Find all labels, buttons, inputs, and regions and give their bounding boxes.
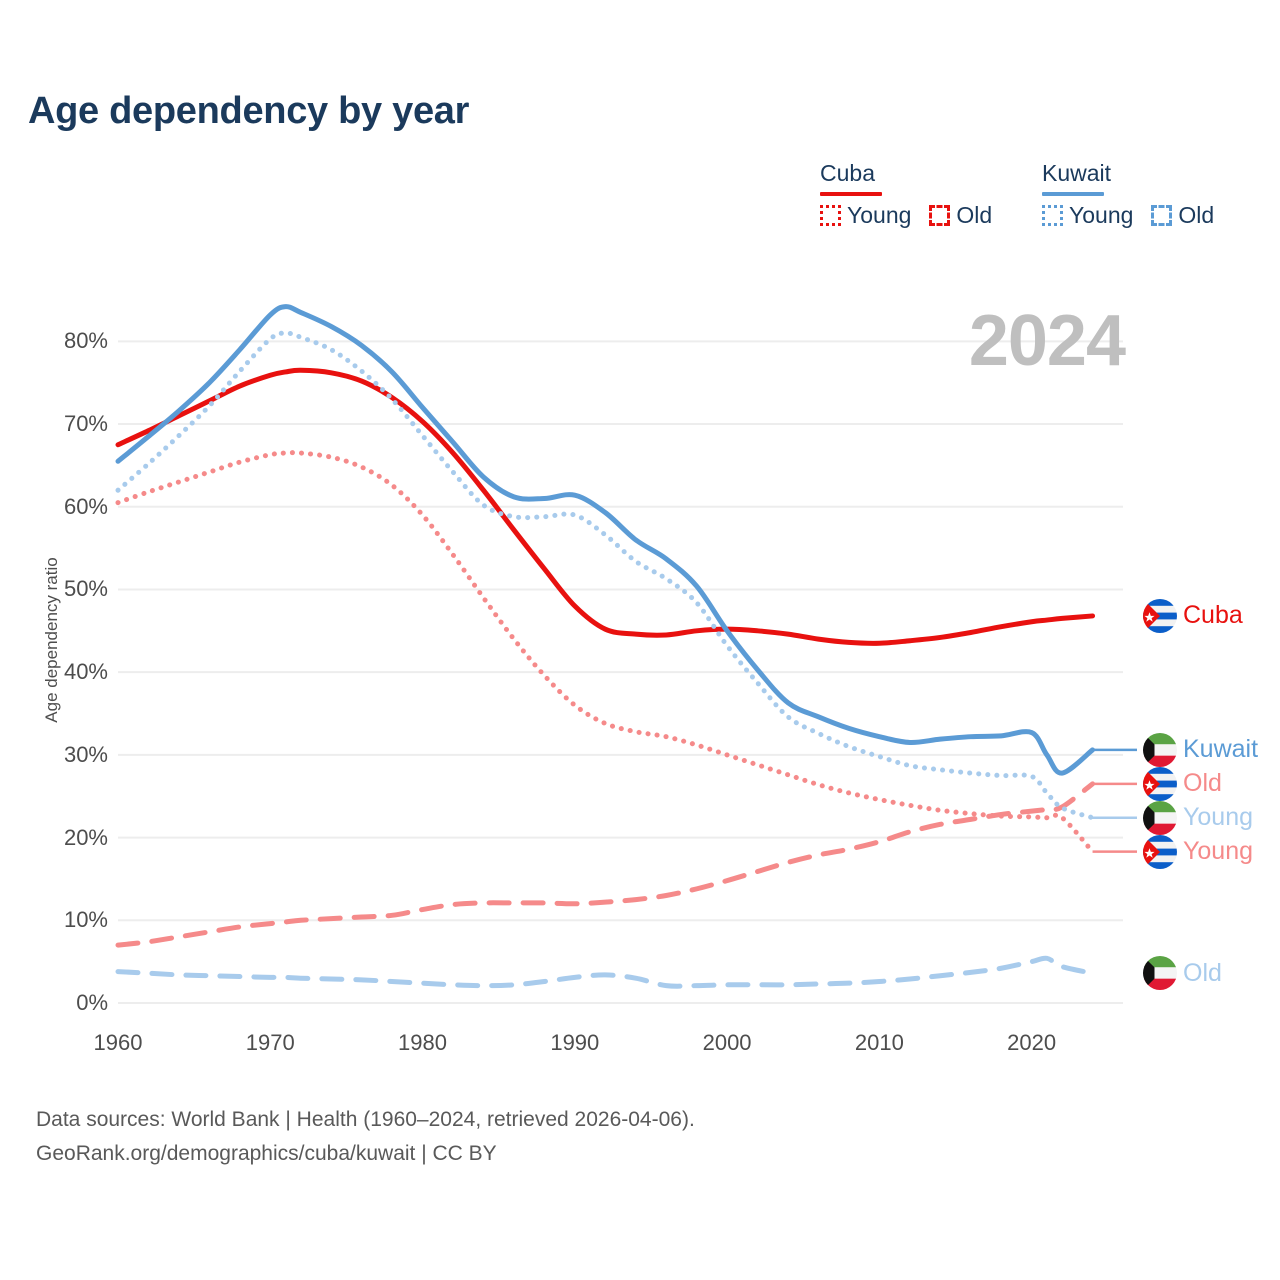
legend-swatch-dotted-icon: [1042, 205, 1063, 226]
legend-label-cuba-young: Young: [847, 202, 912, 228]
kuwait-flag-icon: [1143, 800, 1177, 835]
legend-country-kuwait: Kuwait: [1042, 160, 1112, 186]
x-axis-tick-label: 2010: [854, 1030, 904, 1055]
y-axis-tick-label: 20%: [63, 824, 108, 850]
x-axis-tick-label: 1960: [93, 1030, 143, 1055]
cuba-flag-icon: [1143, 598, 1177, 633]
series-end-label-text: Young: [1183, 837, 1253, 866]
legend-underline-cuba: [820, 192, 882, 196]
legend-group-kuwait: Kuwait Young Old: [1042, 160, 1214, 228]
series-line-cuba-old: [115, 781, 1096, 948]
legend-label-kuwait-young: Young: [1069, 202, 1134, 228]
series-line-kuwait-old: [115, 955, 1096, 989]
legend-item-kuwait-old[interactable]: Old: [1151, 202, 1214, 229]
legend-item-cuba-young[interactable]: Young: [820, 202, 911, 229]
footer-line-1: Data sources: World Bank | Health (1960–…: [36, 1108, 695, 1131]
footer-line-2: GeoRank.org/demographics/cuba/kuwait | C…: [36, 1142, 497, 1166]
legend-label-kuwait-old: Old: [1178, 202, 1215, 228]
legend-label-cuba-old: Old: [956, 202, 993, 228]
y-axis-tick-label: 50%: [63, 576, 108, 602]
y-axis-title: Age dependency ratio: [42, 557, 61, 723]
x-axis-tick-label: 1970: [245, 1030, 295, 1055]
series-end-label[interactable]: Kuwait: [1143, 732, 1259, 767]
series-end-label-text: Cuba: [1183, 601, 1243, 630]
label-leader-lines: [1092, 748, 1137, 853]
series-line-kuwait-total: [115, 304, 1096, 776]
series-end-label[interactable]: Young: [1143, 834, 1253, 869]
series-line-kuwait-young: [115, 330, 1096, 821]
legend-country-cuba: Cuba: [820, 160, 875, 186]
y-axis-tick-label: 10%: [63, 907, 108, 933]
series-end-label-text: Kuwait: [1183, 735, 1259, 764]
y-axis-tick-label: 60%: [63, 493, 108, 519]
series-end-label[interactable]: Old: [1143, 956, 1222, 991]
cuba-flag-icon: [1143, 834, 1177, 869]
legend-swatch-dashed-icon: [1151, 205, 1173, 226]
kuwait-flag-icon: [1143, 956, 1177, 991]
x-axis-tick-label: 1990: [550, 1030, 600, 1055]
footer-credits: Data sources: World Bank | Health (1960–…: [36, 1103, 695, 1171]
legend-item-cuba-old[interactable]: Old: [929, 202, 992, 229]
y-axis-tick-label: 70%: [63, 411, 108, 437]
series-end-label-text: Old: [1183, 958, 1222, 987]
series-end-label-text: Old: [1183, 769, 1222, 798]
y-axis-tick-label: 0%: [76, 990, 108, 1015]
legend-underline-kuwait: [1042, 192, 1104, 196]
legend-group-cuba: Cuba Young Old: [820, 160, 992, 228]
series-line-cuba-total: [115, 367, 1096, 646]
watermark-year: 2024: [968, 301, 1126, 381]
cuba-flag-icon: [1143, 766, 1177, 801]
x-axis-tick-label: 2020: [1007, 1030, 1057, 1055]
page-title: Age dependency by year: [28, 90, 470, 132]
y-axis-tick-label: 40%: [63, 659, 108, 685]
x-axis-tick-label: 2000: [702, 1030, 752, 1055]
series-end-label[interactable]: Young: [1143, 800, 1253, 835]
series-line-cuba-young: [115, 450, 1096, 855]
legend-item-kuwait-young[interactable]: Young: [1042, 202, 1133, 229]
x-axis-tick-label: 1980: [398, 1030, 448, 1055]
y-axis-tick-label: 30%: [63, 741, 108, 767]
series-end-label-text: Young: [1183, 803, 1253, 832]
legend-swatch-dotted-icon: [820, 205, 841, 226]
legend-swatch-dashed-icon: [929, 205, 951, 226]
series-end-label[interactable]: Cuba: [1143, 598, 1243, 633]
y-axis-tick-label: 80%: [63, 328, 108, 354]
kuwait-flag-icon: [1143, 732, 1177, 767]
chart-legend: Cuba Young Old Kuwait Young: [800, 160, 1270, 240]
series-end-label[interactable]: Old: [1143, 766, 1222, 801]
